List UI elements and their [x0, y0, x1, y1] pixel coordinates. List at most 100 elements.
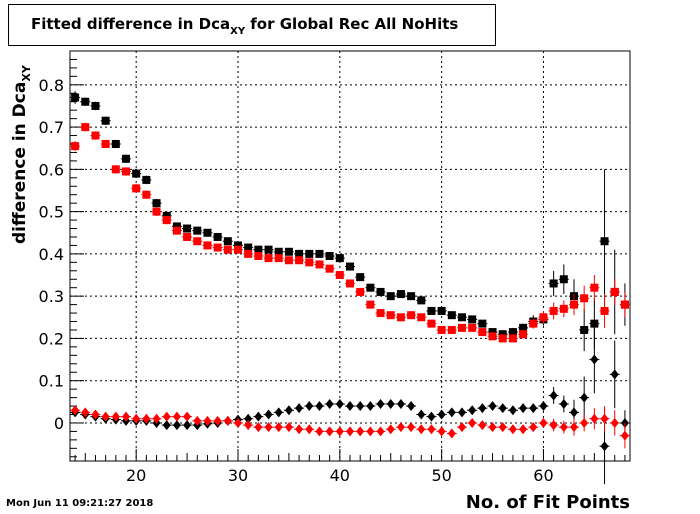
- data-point: [81, 123, 90, 132]
- data-point: [539, 417, 548, 428]
- y-tick-label: 0.4: [39, 245, 64, 264]
- data-point: [305, 401, 314, 412]
- x-tick-label: 60: [533, 466, 553, 485]
- data-point: [570, 422, 578, 433]
- data-point: [71, 405, 80, 416]
- y-tick-label: 0.2: [39, 329, 64, 348]
- data-point: [427, 319, 436, 328]
- data-point: [264, 422, 273, 433]
- data-point: [468, 417, 477, 428]
- data-point: [295, 424, 304, 435]
- data-point: [559, 398, 568, 409]
- data-point: [396, 290, 405, 299]
- data-point: [610, 287, 619, 296]
- data-point: [274, 254, 283, 263]
- data-point: [234, 241, 242, 250]
- data-point: [101, 139, 110, 148]
- data-point: [498, 334, 507, 343]
- data-point: [580, 325, 589, 334]
- data-point: [366, 426, 375, 437]
- axis-ticks: 20 30 40 50 60 0 0.1 0.2 0.3 0.4 0.5 0.6 0.7 0.8: [39, 50, 626, 485]
- data-point: [335, 398, 344, 409]
- data-point: [91, 131, 100, 140]
- data-point: [152, 199, 161, 208]
- data-point: [183, 420, 192, 431]
- data-point: [162, 216, 171, 225]
- data-point: [346, 262, 354, 271]
- data-point: [325, 264, 334, 273]
- data-point: [101, 116, 110, 125]
- data-point: [162, 420, 171, 431]
- data-point: [396, 313, 405, 322]
- data-point: [193, 226, 202, 235]
- data-point: [458, 323, 466, 332]
- data-point: [570, 300, 578, 309]
- data-point: [519, 330, 528, 339]
- data-point: [366, 300, 375, 309]
- series: [70, 91, 630, 352]
- data-point: [366, 283, 375, 292]
- title-box: Fitted difference in DcaXY for Global Re…: [8, 4, 496, 46]
- y-tick-label: 0.5: [39, 203, 64, 222]
- data-point: [346, 401, 354, 412]
- data-point: [356, 273, 365, 282]
- data-point: [447, 325, 456, 334]
- data-point: [600, 306, 609, 315]
- y-tick-label: 0.8: [39, 76, 64, 95]
- data-point: [580, 417, 589, 428]
- data-point: [183, 224, 192, 233]
- data-point: [254, 411, 263, 422]
- series: [70, 405, 630, 449]
- data-point: [427, 424, 436, 435]
- data-point: [203, 241, 212, 250]
- data-point: [386, 398, 395, 409]
- data-point: [508, 328, 517, 337]
- data-point: [488, 328, 497, 337]
- data-point: [529, 319, 538, 328]
- plot-frame: [69, 50, 631, 462]
- data-point: [274, 407, 283, 418]
- data-point: [559, 275, 568, 284]
- data-point: [183, 232, 192, 241]
- data-point: [142, 413, 151, 424]
- data-point: [254, 245, 263, 254]
- data-point: [437, 306, 446, 315]
- data-point: [508, 424, 517, 435]
- data-point: [335, 271, 344, 280]
- data-point: [356, 426, 365, 437]
- data-point: [529, 422, 538, 433]
- data-point: [142, 175, 151, 184]
- data-point: [315, 426, 324, 437]
- data-point: [396, 398, 405, 409]
- data-point: [284, 247, 293, 256]
- data-point: [447, 428, 456, 439]
- data-point: [234, 245, 242, 254]
- data-point: [498, 422, 507, 433]
- data-point: [600, 237, 609, 246]
- data-point: [244, 420, 253, 431]
- data-point: [570, 407, 578, 418]
- data-point: [244, 249, 253, 258]
- y-tick-label: 0.6: [39, 160, 64, 179]
- data-point: [244, 243, 253, 252]
- data-point: [468, 405, 477, 416]
- data-point: [519, 403, 528, 414]
- data-point: [437, 409, 446, 420]
- data-point: [417, 424, 426, 435]
- chart-title: Fitted difference in DcaXY for Global Re…: [31, 15, 459, 37]
- data-point: [152, 413, 161, 424]
- data-point: [203, 415, 212, 426]
- data-point: [122, 411, 130, 422]
- y-tick-label: 0.1: [39, 372, 64, 391]
- data-point: [498, 403, 507, 414]
- y-axis-label: difference in DcaXY: [10, 65, 33, 244]
- data-point: [356, 287, 365, 296]
- data-point: [610, 369, 619, 380]
- data-point: [407, 311, 416, 320]
- data-point: [111, 165, 120, 174]
- data-point: [346, 279, 354, 288]
- series: [70, 122, 630, 343]
- data-point: [508, 334, 517, 343]
- data-point: [284, 405, 293, 416]
